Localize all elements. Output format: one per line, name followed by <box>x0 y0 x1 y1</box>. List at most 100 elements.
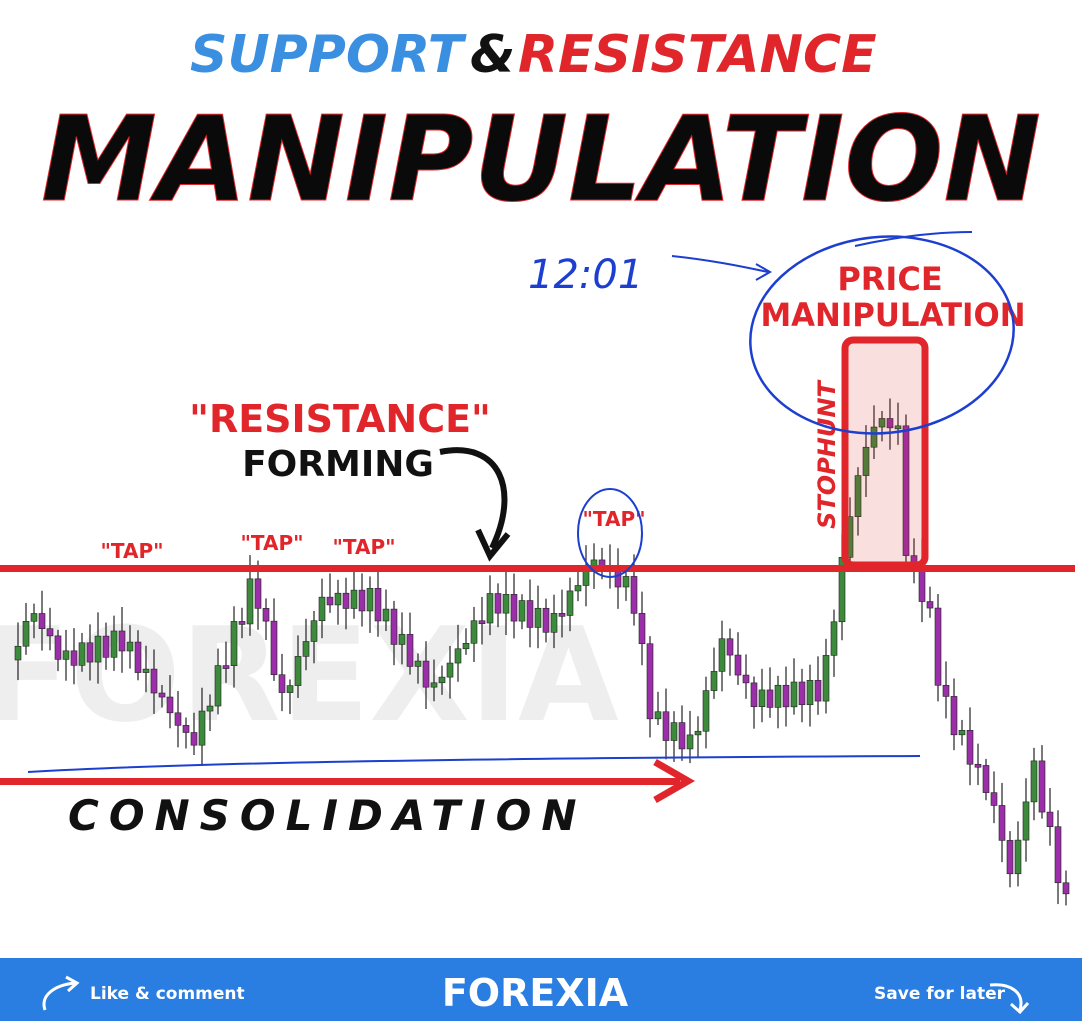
candle-body <box>766 689 774 708</box>
candle-body <box>358 589 366 612</box>
candle-body <box>990 792 998 806</box>
candle-body <box>230 621 238 667</box>
candle-body <box>294 656 302 686</box>
candle-body <box>822 655 830 702</box>
like-text[interactable]: Like & comment <box>90 984 245 1004</box>
footer-logo: FOREXIA <box>442 971 629 1015</box>
candle-body <box>38 613 46 629</box>
candle-body <box>110 630 118 658</box>
resistance-label: "RESISTANCE" <box>189 397 491 441</box>
candle-body <box>46 628 54 637</box>
tap-label: "TAP" <box>240 531 303 555</box>
candle-body <box>1014 839 1022 875</box>
candle-body <box>1046 811 1054 827</box>
candle-body <box>310 620 318 642</box>
candle-body <box>238 621 246 625</box>
candle-body <box>638 613 646 645</box>
candle-body <box>502 594 510 614</box>
candle-body <box>782 684 790 708</box>
candle-body <box>518 600 526 622</box>
candle-body <box>302 641 310 657</box>
candle-body <box>646 643 654 720</box>
price-label: PRICE <box>837 260 942 298</box>
candle-body <box>478 620 486 625</box>
consolidation-arrowhead <box>653 758 696 804</box>
candle-body <box>94 635 102 663</box>
candle-body <box>1062 882 1070 895</box>
candle-body <box>118 630 126 652</box>
manipulation-label: MANIPULATION <box>761 296 1026 334</box>
candle-body <box>574 585 582 592</box>
candle-body <box>398 634 406 645</box>
candle-body <box>406 634 414 667</box>
candle-body <box>774 684 782 708</box>
candle-body <box>862 446 870 476</box>
candle-body <box>78 642 86 666</box>
candle-body <box>678 722 686 750</box>
tap-label: "TAP" <box>100 539 163 563</box>
candle-body <box>86 642 94 663</box>
candle-body <box>566 590 574 616</box>
candle-body <box>934 607 942 686</box>
candle-body <box>166 696 174 714</box>
candle-body <box>494 593 502 614</box>
candle-body <box>366 588 374 612</box>
resistance-line <box>0 565 1075 572</box>
candle-body <box>278 674 286 693</box>
candle-body <box>174 712 182 726</box>
candle-body <box>446 662 454 678</box>
candle-body <box>486 593 494 624</box>
candle-body <box>198 710 206 746</box>
forming-arrow <box>439 447 508 550</box>
candle-body <box>710 671 718 691</box>
candle-body <box>974 763 982 768</box>
candle-body <box>382 608 390 622</box>
candle-body <box>342 592 350 609</box>
candle-body <box>190 732 198 746</box>
candle-body <box>134 641 142 673</box>
candle-body <box>1038 760 1046 813</box>
title-support: SUPPORT <box>190 25 467 85</box>
candle-body <box>702 690 710 732</box>
candle-body <box>70 650 78 666</box>
forming-arrowhead <box>475 528 511 562</box>
candle-body <box>158 692 166 698</box>
candle-body <box>390 608 398 645</box>
candle-body <box>534 607 542 628</box>
candle-body <box>326 596 334 606</box>
candle-body <box>14 645 22 661</box>
candle-body <box>438 676 446 684</box>
candle-body <box>318 596 326 622</box>
candle-body <box>550 613 558 633</box>
candle-body <box>726 638 734 656</box>
candle-body <box>894 425 902 430</box>
candle-body <box>102 635 110 658</box>
tap-label: "TAP" <box>332 535 395 559</box>
handwritten-arrow <box>671 255 773 281</box>
candle-body <box>854 475 862 517</box>
candle-body <box>686 734 694 750</box>
candle-body <box>886 418 894 429</box>
watermark: FOREXIA <box>0 599 619 751</box>
candle-body <box>1054 826 1062 884</box>
candle-body <box>150 668 158 694</box>
candle-body <box>830 621 838 656</box>
tap-label: "TAP" <box>582 507 645 531</box>
candle-body <box>262 608 270 622</box>
candle-body <box>214 665 222 707</box>
title-resistance: RESISTANCE <box>518 25 877 85</box>
candle-body <box>462 643 470 650</box>
candle-body <box>430 682 438 688</box>
title-amp: & <box>470 25 515 85</box>
stophunt-label: STOPHUNT <box>813 380 841 529</box>
candle-body <box>126 641 134 652</box>
candle-body <box>982 765 990 793</box>
candle-body <box>694 730 702 736</box>
consolidation-label: CONSOLIDATION <box>68 791 587 840</box>
candle-body <box>926 601 934 609</box>
save-icon <box>989 983 1030 1015</box>
candle-body <box>206 705 214 712</box>
save-text[interactable]: Save for later <box>874 984 1006 1004</box>
